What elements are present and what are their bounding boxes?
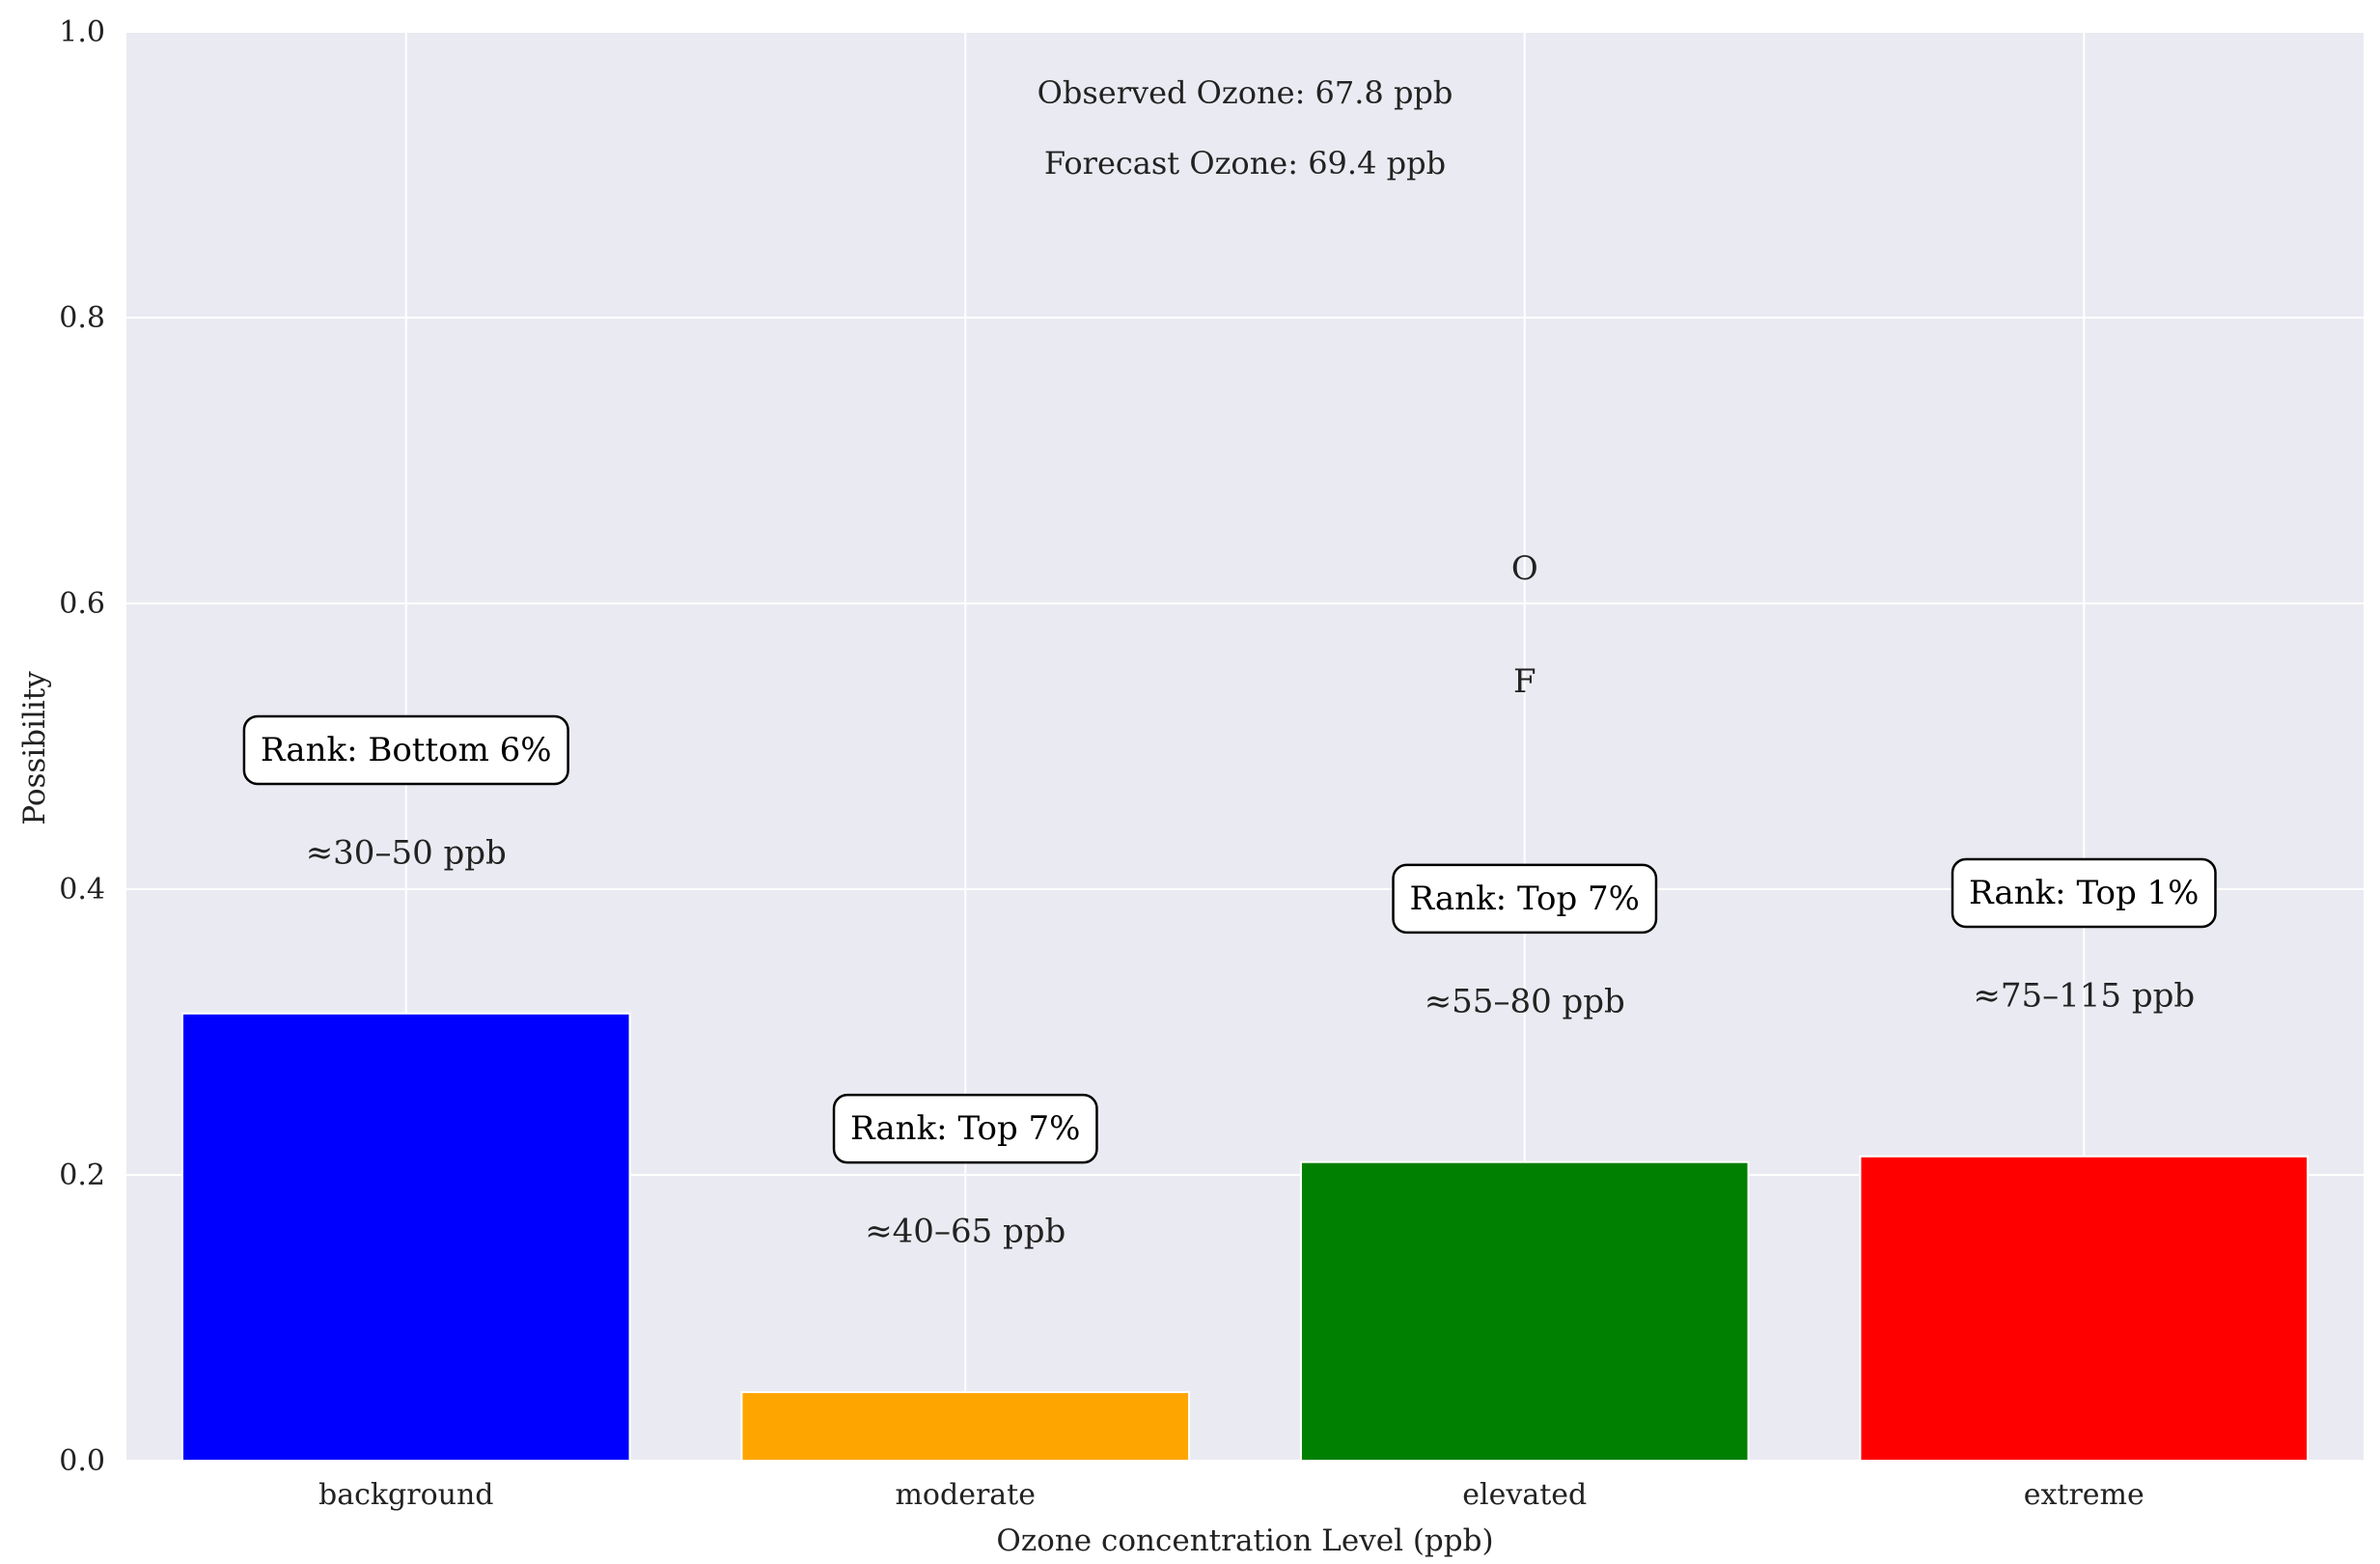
x-axis-label: Ozone concentration Level (ppb) bbox=[996, 1523, 1493, 1558]
bar-annotations: ≈30–50 ppb Rank: Bottom 6% ≈40–65 ppb Rank:… bbox=[242, 714, 2217, 1251]
observed-marker: O bbox=[1511, 549, 1538, 588]
y-tick-label: 0.4 bbox=[59, 873, 105, 907]
y-axis-ticks: 0.0 0.2 0.4 0.6 0.8 1.0 bbox=[59, 15, 105, 1478]
rank-label: Rank: Bottom 6% bbox=[261, 731, 552, 769]
x-tick-label: background bbox=[318, 1478, 494, 1512]
y-tick-label: 1.0 bbox=[59, 15, 105, 49]
y-tick-label: 0.8 bbox=[59, 301, 105, 335]
rank-box-frame bbox=[242, 714, 569, 786]
range-label: ≈30–50 ppb bbox=[306, 833, 507, 872]
x-tick-label: moderate bbox=[895, 1478, 1036, 1512]
bar-moderate bbox=[740, 1390, 1191, 1462]
rank-label: Rank: Top 1% bbox=[1969, 874, 2199, 912]
observed-ozone-note: Observed Ozone: 67.8 ppb bbox=[1038, 74, 1453, 111]
rank-box-frame bbox=[1392, 863, 1658, 935]
y-tick-label: 0.2 bbox=[59, 1159, 105, 1192]
x-axis-ticks: background moderate elevated extreme bbox=[318, 1478, 2145, 1512]
forecast-ozone-note: Forecast Ozone: 69.4 ppb bbox=[1044, 145, 1446, 182]
rank-box-frame bbox=[832, 1093, 1098, 1164]
forecast-marker: F bbox=[1513, 662, 1536, 701]
rank-box: Rank: Top 7% bbox=[832, 1093, 1098, 1164]
y-tick-label: 0.6 bbox=[59, 587, 105, 621]
rank-box: Rank: Top 7% bbox=[1392, 863, 1658, 935]
x-tick-label: elevated bbox=[1462, 1478, 1587, 1512]
range-label: ≈40–65 ppb bbox=[865, 1213, 1065, 1251]
x-tick-label: extreme bbox=[2024, 1478, 2145, 1512]
y-tick-label: 0.0 bbox=[59, 1444, 105, 1478]
range-label: ≈55–80 ppb bbox=[1425, 982, 1625, 1020]
y-axis-label: Possibility bbox=[17, 671, 52, 825]
rank-box-frame bbox=[1951, 857, 2217, 929]
range-label: ≈75–115 ppb bbox=[1973, 976, 2195, 1015]
bar-extreme bbox=[1859, 1155, 2310, 1462]
rank-box: Rank: Top 1% bbox=[1951, 857, 2217, 929]
rank-label: Rank: Top 7% bbox=[850, 1109, 1080, 1148]
bar-elevated bbox=[1299, 1160, 1750, 1463]
rank-label: Rank: Top 7% bbox=[1410, 880, 1640, 918]
rank-box: Rank: Bottom 6% bbox=[242, 714, 569, 786]
bars bbox=[180, 1012, 2310, 1463]
bar-background bbox=[180, 1012, 631, 1462]
